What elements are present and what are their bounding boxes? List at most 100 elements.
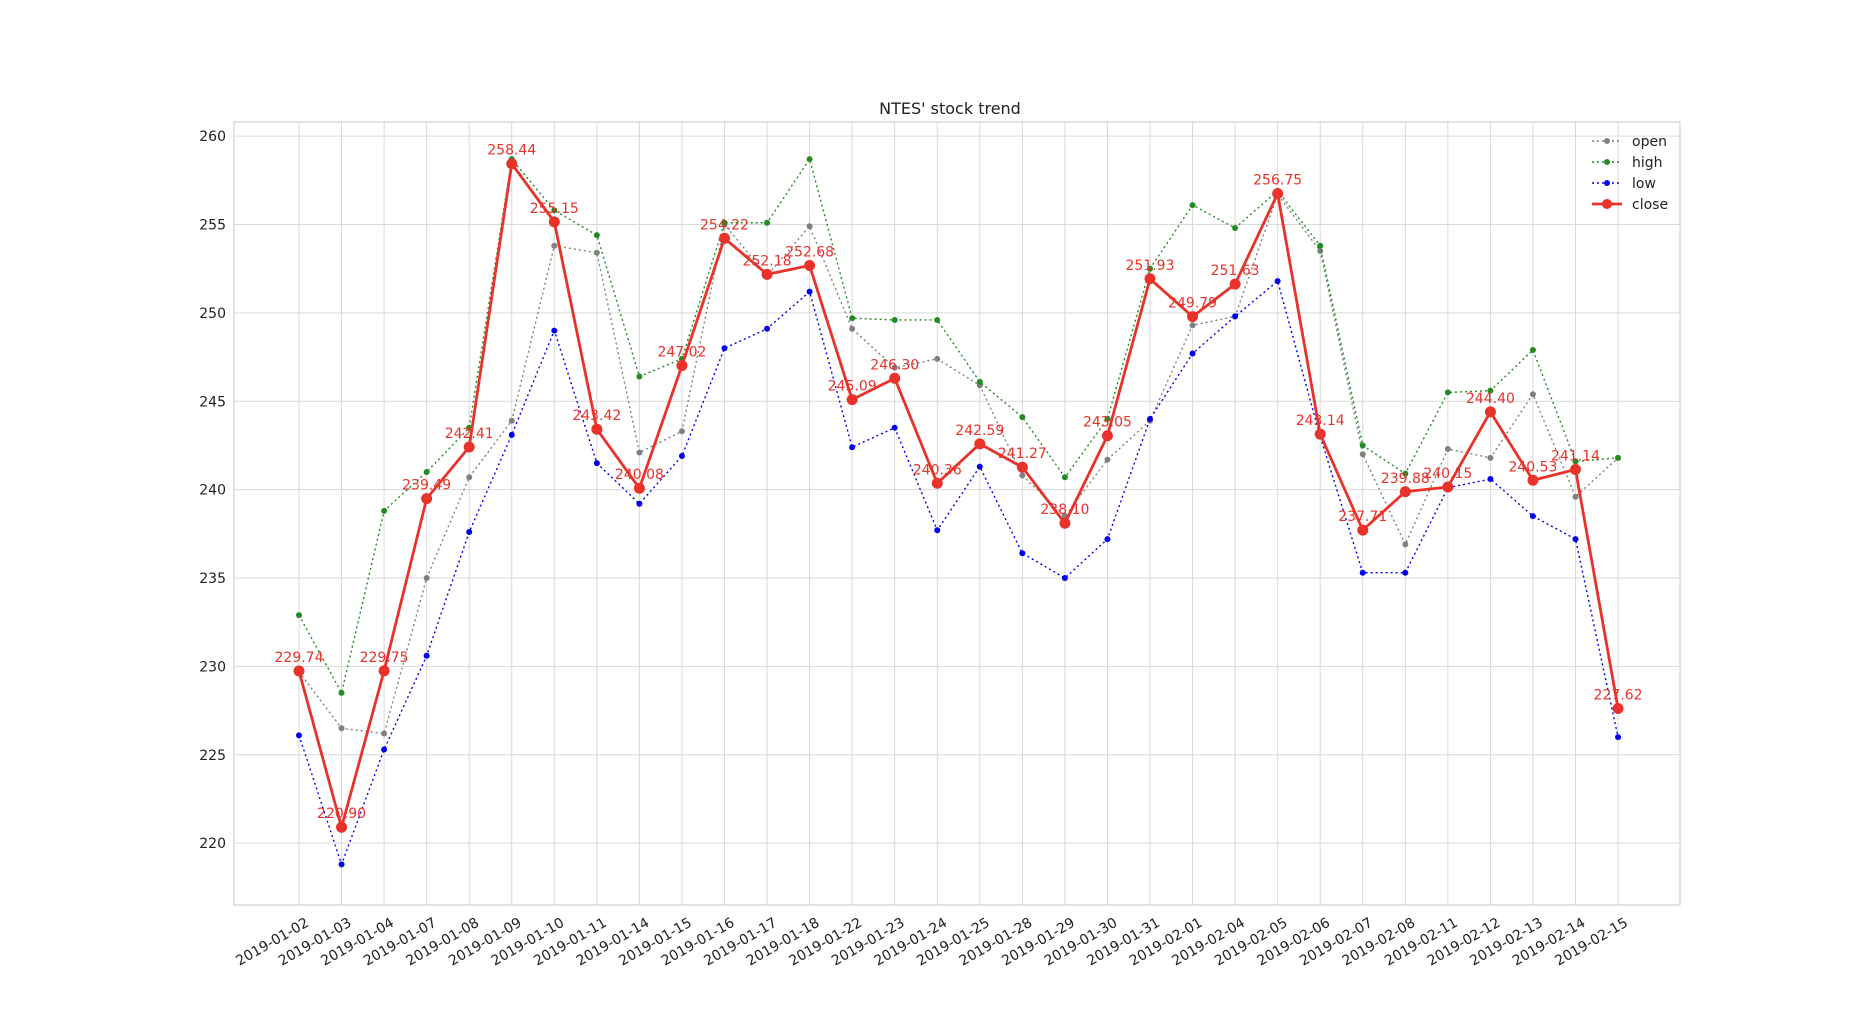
point-low bbox=[551, 327, 558, 334]
point-low bbox=[1061, 575, 1068, 582]
point-close bbox=[1016, 461, 1028, 473]
point-open bbox=[466, 474, 473, 481]
point-close bbox=[761, 268, 773, 280]
point-close bbox=[293, 665, 305, 677]
point-low bbox=[1104, 536, 1111, 543]
point-open bbox=[1317, 248, 1324, 255]
point-close bbox=[1357, 524, 1369, 536]
y-tick-label: 255 bbox=[199, 218, 226, 234]
point-low bbox=[593, 460, 600, 467]
data-label-close: 242.59 bbox=[955, 423, 1004, 439]
point-high bbox=[1019, 414, 1026, 421]
data-label-close: 239.49 bbox=[402, 478, 451, 494]
point-low bbox=[1529, 513, 1536, 520]
data-label-close: 243.05 bbox=[1083, 415, 1132, 431]
point-high bbox=[1444, 389, 1451, 396]
point-high bbox=[764, 219, 771, 226]
y-tick-label: 235 bbox=[199, 571, 226, 587]
point-high bbox=[551, 207, 558, 214]
point-close bbox=[1314, 428, 1326, 440]
point-low bbox=[296, 732, 302, 739]
point-high bbox=[1232, 225, 1239, 232]
point-open bbox=[1359, 451, 1366, 458]
point-close bbox=[633, 482, 645, 494]
series-line-open bbox=[298, 193, 1619, 735]
point-low bbox=[1487, 476, 1494, 483]
point-close bbox=[1399, 486, 1411, 498]
point-low bbox=[678, 453, 685, 460]
data-labels: 229.74 220.90 229.75 239.49 242.41 258.44 255.… bbox=[275, 143, 1643, 823]
point-high bbox=[423, 468, 430, 475]
point-high bbox=[1529, 347, 1536, 354]
y-tick-label: 260 bbox=[199, 129, 226, 145]
data-label-close: 220.90 bbox=[317, 806, 366, 822]
point-high bbox=[1615, 454, 1622, 461]
data-label-close: 241.27 bbox=[998, 446, 1047, 462]
point-open bbox=[338, 725, 345, 732]
point-close bbox=[506, 158, 518, 170]
point-close bbox=[1187, 311, 1199, 323]
legend-swatch-marker bbox=[1604, 138, 1610, 144]
legend-item-low: low bbox=[1592, 176, 1656, 192]
data-label-close: 240.36 bbox=[913, 462, 962, 478]
point-high bbox=[976, 378, 983, 385]
point-close bbox=[846, 394, 858, 406]
point-open bbox=[1572, 493, 1579, 500]
point-close bbox=[931, 477, 943, 489]
series-line-close bbox=[297, 162, 1620, 829]
point-close bbox=[1272, 188, 1284, 200]
point-close bbox=[1144, 273, 1156, 285]
point-low bbox=[721, 345, 728, 352]
series-close bbox=[293, 158, 1624, 833]
y-tick-label: 220 bbox=[199, 836, 226, 852]
point-open bbox=[1019, 472, 1026, 479]
series-layer bbox=[293, 156, 1624, 868]
point-high bbox=[721, 219, 728, 226]
point-high bbox=[934, 316, 941, 323]
data-label-close: 239.88 bbox=[1381, 471, 1430, 487]
legend-label: open bbox=[1632, 134, 1667, 150]
point-close bbox=[676, 360, 688, 372]
legend: open high low close bbox=[1592, 134, 1668, 213]
point-close bbox=[1101, 430, 1113, 442]
data-label-close: 252.18 bbox=[743, 253, 792, 269]
series-low bbox=[296, 278, 1622, 868]
point-low bbox=[636, 500, 643, 507]
point-close bbox=[378, 665, 390, 677]
point-close bbox=[336, 821, 348, 833]
point-low bbox=[508, 431, 515, 438]
series-line-low bbox=[298, 280, 1619, 866]
point-close bbox=[421, 493, 433, 505]
point-close bbox=[1484, 406, 1496, 418]
data-label-close: 227.62 bbox=[1594, 687, 1643, 703]
y-tick-label: 230 bbox=[199, 659, 226, 675]
data-label-close: 240.53 bbox=[1508, 459, 1557, 475]
point-open bbox=[1529, 391, 1536, 398]
y-tick-label: 250 bbox=[199, 306, 226, 322]
point-close bbox=[1229, 278, 1241, 290]
point-high bbox=[338, 689, 345, 696]
y-tick-label: 240 bbox=[199, 483, 226, 499]
point-high bbox=[381, 507, 388, 514]
point-high bbox=[593, 232, 600, 239]
point-low bbox=[1274, 278, 1281, 285]
legend-label: close bbox=[1632, 197, 1668, 213]
data-label-close: 249.79 bbox=[1168, 296, 1217, 312]
point-low bbox=[1402, 569, 1409, 576]
data-label-close: 247.02 bbox=[657, 345, 706, 361]
point-low bbox=[764, 325, 771, 332]
data-label-close: 240.15 bbox=[1423, 466, 1472, 482]
point-low bbox=[891, 424, 898, 431]
point-close bbox=[1612, 702, 1624, 714]
point-open bbox=[1487, 454, 1494, 461]
point-low bbox=[338, 861, 345, 868]
data-label-close: 238.10 bbox=[1040, 502, 1089, 518]
data-label-close: 244.40 bbox=[1466, 391, 1515, 407]
point-low bbox=[976, 463, 983, 470]
point-low bbox=[849, 444, 856, 451]
point-low bbox=[381, 746, 388, 753]
y-tick-label: 245 bbox=[199, 394, 226, 410]
data-label-close: 246.30 bbox=[870, 357, 919, 373]
